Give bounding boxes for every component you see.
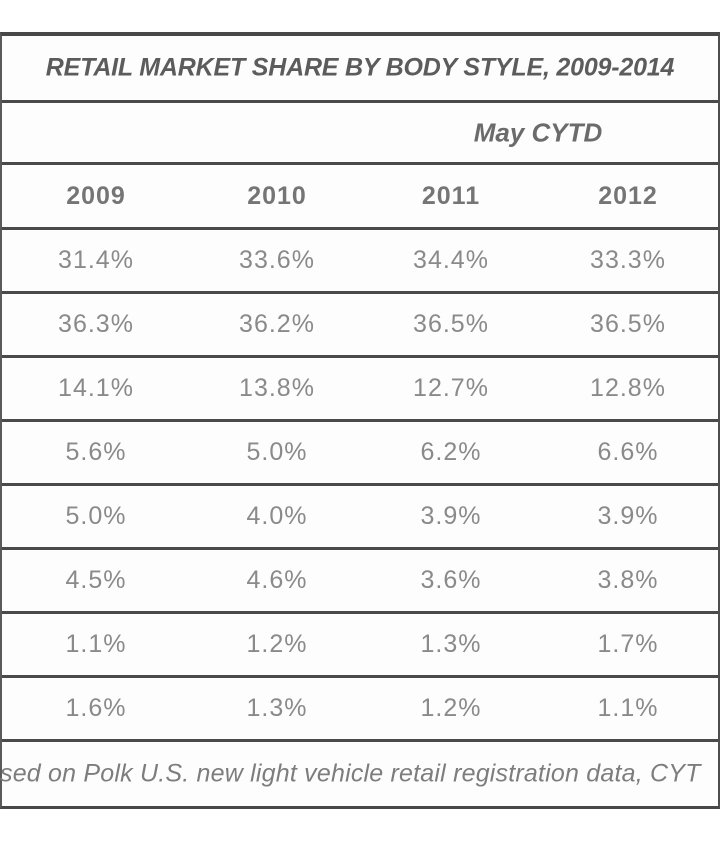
data-cell: 3.9%: [597, 502, 659, 530]
data-cell: 5.0%: [246, 438, 308, 466]
data-cell: 1.3%: [246, 694, 308, 722]
data-cell: 13.8%: [239, 374, 315, 402]
table-title-row: RETAIL MARKET SHARE BY BODY STYLE, 2009-…: [2, 36, 718, 103]
year-header-2012: 2012: [598, 181, 658, 210]
data-cell: 6.6%: [597, 438, 659, 466]
data-cell: 4.5%: [65, 566, 127, 594]
year-header-2010: 2010: [247, 181, 307, 210]
data-cell: 3.8%: [597, 566, 659, 594]
data-cell: 34.4%: [413, 246, 489, 274]
data-cell: 3.9%: [420, 502, 482, 530]
data-cell: 31.4%: [58, 246, 134, 274]
data-cell: 4.6%: [246, 566, 308, 594]
data-cell: 1.1%: [65, 630, 127, 658]
data-cell: 36.5%: [590, 310, 666, 338]
data-cell: 1.2%: [420, 694, 482, 722]
table-row: 5.0% 4.0% 3.9% 3.9%: [2, 486, 718, 550]
year-header-row: 2009 2010 2011 2012: [2, 165, 718, 230]
data-cell: 36.3%: [58, 310, 134, 338]
data-cell: 33.3%: [590, 246, 666, 274]
footnote-row: sed on Polk U.S. new light vehicle retai…: [0, 742, 718, 806]
data-cell: 1.2%: [246, 630, 308, 658]
table-row: 36.3% 36.2% 36.5% 36.5%: [2, 294, 718, 358]
may-cytd-group-header: May CYTD: [473, 117, 603, 147]
data-cell: 36.2%: [239, 310, 315, 338]
market-share-table: RETAIL MARKET SHARE BY BODY STYLE, 2009-…: [0, 32, 720, 809]
data-cell: 12.7%: [413, 374, 489, 402]
footnote-text: sed on Polk U.S. new light vehicle retai…: [0, 759, 701, 788]
data-cell: 4.0%: [246, 502, 308, 530]
group-header-row: May CYTD: [2, 103, 718, 165]
data-cell: 1.7%: [597, 630, 659, 658]
table-row: 4.5% 4.6% 3.6% 3.8%: [2, 550, 718, 614]
table-row: 1.1% 1.2% 1.3% 1.7%: [2, 614, 718, 678]
data-cell: 1.1%: [597, 694, 659, 722]
table-title: RETAIL MARKET SHARE BY BODY STYLE, 2009-…: [45, 53, 675, 82]
data-cell: 6.2%: [420, 438, 482, 466]
data-cell: 3.6%: [420, 566, 482, 594]
data-cell: 5.6%: [65, 438, 127, 466]
data-cell: 1.6%: [65, 694, 127, 722]
table-row: 1.6% 1.3% 1.2% 1.1%: [2, 678, 718, 742]
data-cell: 33.6%: [239, 246, 315, 274]
table-row: 5.6% 5.0% 6.2% 6.6%: [2, 422, 718, 486]
data-cell: 36.5%: [413, 310, 489, 338]
data-cell: 14.1%: [58, 374, 134, 402]
data-cell: 1.3%: [420, 630, 482, 658]
year-header-2011: 2011: [421, 181, 481, 210]
table-row: 14.1% 13.8% 12.7% 12.8%: [2, 358, 718, 422]
year-header-2009: 2009: [66, 181, 126, 210]
table-row: 31.4% 33.6% 34.4% 33.3%: [2, 230, 718, 294]
data-cell: 12.8%: [590, 374, 666, 402]
data-cell: 5.0%: [65, 502, 127, 530]
